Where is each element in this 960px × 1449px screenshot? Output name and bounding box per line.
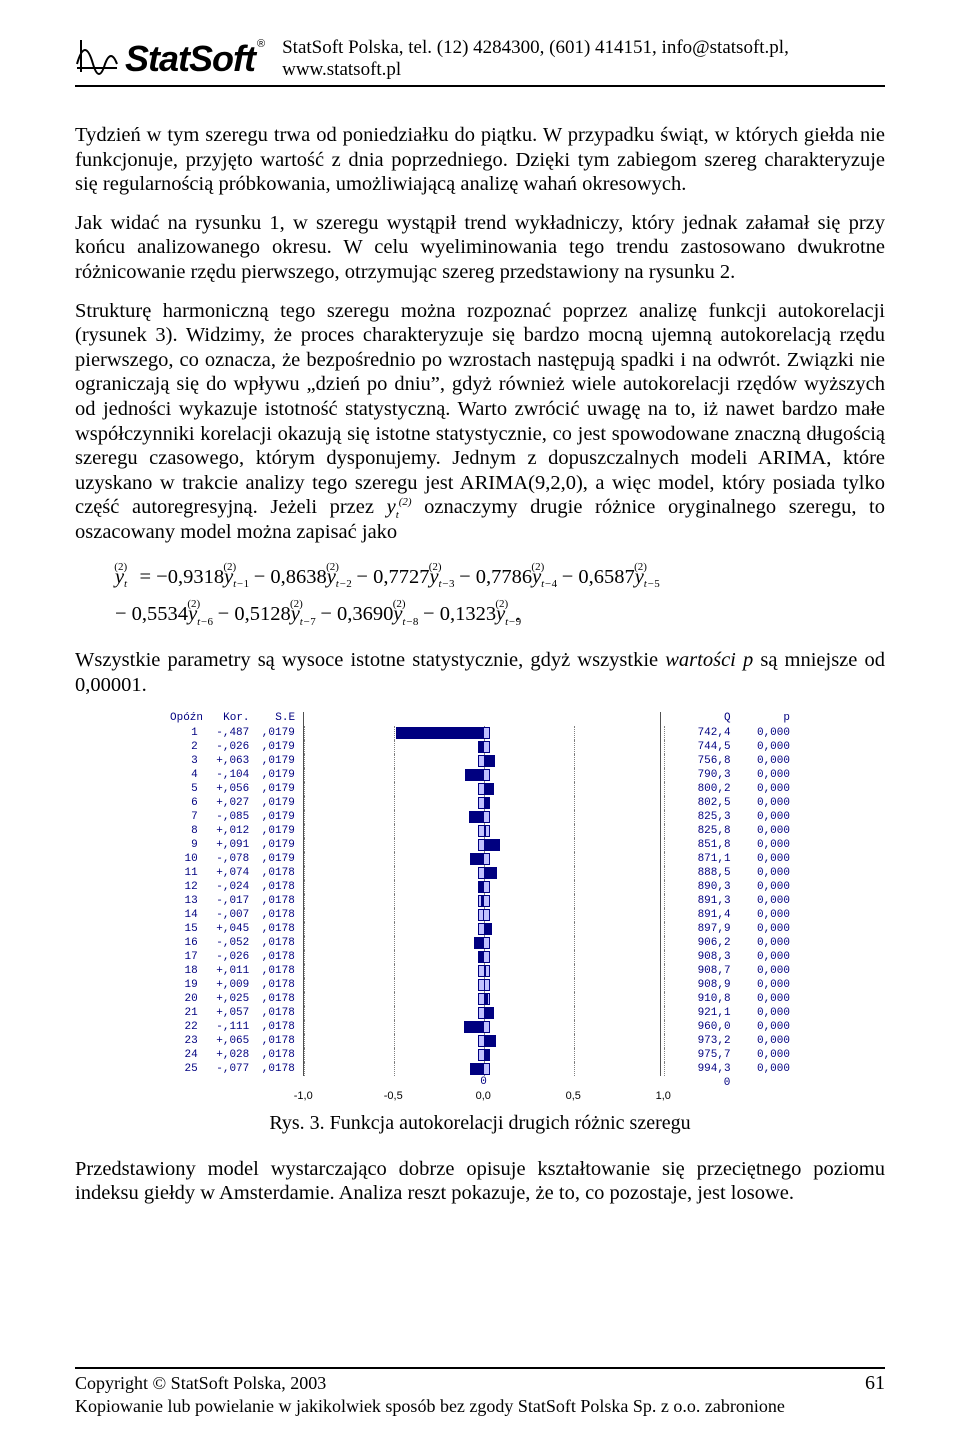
paragraph: Przedstawiony model wystarczająco dobrze… (75, 1157, 885, 1206)
acf-chart: OpóźnKor.S.EQp1-,487,0179742,40,0002-,02… (170, 712, 790, 1104)
page-header: StatSoft® StatSoft Polska, tel. (12) 428… (75, 35, 885, 87)
restriction-line: Kopiowanie lub powielanie w jakikolwiek … (75, 1396, 785, 1416)
acf-row: 9+,091,0179851,80,000 (170, 838, 790, 852)
acf-row: 2-,026,0179744,50,000 (170, 740, 790, 754)
acf-row: 13-,017,0178891,30,000 (170, 894, 790, 908)
text-italic: wartości p (665, 649, 753, 671)
paragraph: Jak widać na rysunku 1, w szeregu wystąp… (75, 211, 885, 285)
acf-row: 1-,487,0179742,40,000 (170, 726, 790, 740)
text: Strukturę harmoniczną tego szeregu można… (75, 300, 885, 519)
copyright-line: Copyright © StatSoft Polska, 2003 (75, 1373, 326, 1393)
acf-row: 21+,057,0178921,10,000 (170, 1006, 790, 1020)
acf-row: 19+,009,0178908,90,000 (170, 978, 790, 992)
chart-header: OpóźnKor.S.EQp (170, 712, 790, 726)
brand-logo: StatSoft® (75, 36, 264, 78)
acf-row: 4-,104,0179790,30,000 (170, 768, 790, 782)
statsoft-curve-icon (75, 38, 119, 76)
inline-variable: yt(2) (387, 496, 412, 518)
acf-row: 15+,045,0178897,90,000 (170, 922, 790, 936)
paragraph: Tydzień w tym szeregu trwa od poniedział… (75, 123, 885, 197)
registered-icon: ® (257, 38, 264, 50)
paragraph: Wszystkie parametry są wysoce istotne st… (75, 648, 885, 697)
acf-row: 6+,027,0179802,50,000 (170, 796, 790, 810)
acf-row: 22-,111,0178960,00,000 (170, 1020, 790, 1034)
acf-row: 23+,065,0178973,20,000 (170, 1034, 790, 1048)
page-number: 61 (865, 1372, 885, 1395)
acf-row: 18+,011,0178908,70,000 (170, 964, 790, 978)
acf-row: 16-,052,0178906,20,000 (170, 936, 790, 950)
text: Wszystkie parametry są wysoce istotne st… (75, 649, 665, 671)
acf-row: 12-,024,0178890,30,000 (170, 880, 790, 894)
acf-axis: -1,0-0,50,00,51,0 (170, 1090, 790, 1104)
acf-row: 14-,007,0178891,40,000 (170, 908, 790, 922)
footer-text: Copyright © StatSoft Polska, 2003 Kopiow… (75, 1372, 785, 1417)
acf-row: 11+,074,0178888,50,000 (170, 866, 790, 880)
acf-row: 17-,026,0178908,30,000 (170, 950, 790, 964)
header-contact: StatSoft Polska, tel. (12) 4284300, (601… (282, 37, 885, 81)
acf-row: 8+,012,0179825,80,000 (170, 824, 790, 838)
acf-end-row: 00 (170, 1076, 790, 1090)
equation: y(2)t = −0,9318y(2)t−1 − 0,8638y(2)t−2 −… (115, 559, 885, 635)
acf-row: 3+,063,0179756,80,000 (170, 754, 790, 768)
page-footer: Copyright © StatSoft Polska, 2003 Kopiow… (75, 1367, 885, 1417)
brand-name: StatSoft® (125, 38, 264, 80)
figure-caption: Rys. 3. Funkcja autokorelacji drugich ró… (75, 1112, 885, 1135)
acf-row: 20+,025,0178910,80,000 (170, 992, 790, 1006)
acf-row: 7-,085,0179825,30,000 (170, 810, 790, 824)
acf-row: 5+,056,0179800,20,000 (170, 782, 790, 796)
paragraph: Strukturę harmoniczną tego szeregu można… (75, 299, 885, 545)
acf-row: 24+,028,0178975,70,000 (170, 1048, 790, 1062)
acf-row: 10-,078,0179871,10,000 (170, 852, 790, 866)
acf-row: 25-,077,0178994,30,000 (170, 1062, 790, 1076)
